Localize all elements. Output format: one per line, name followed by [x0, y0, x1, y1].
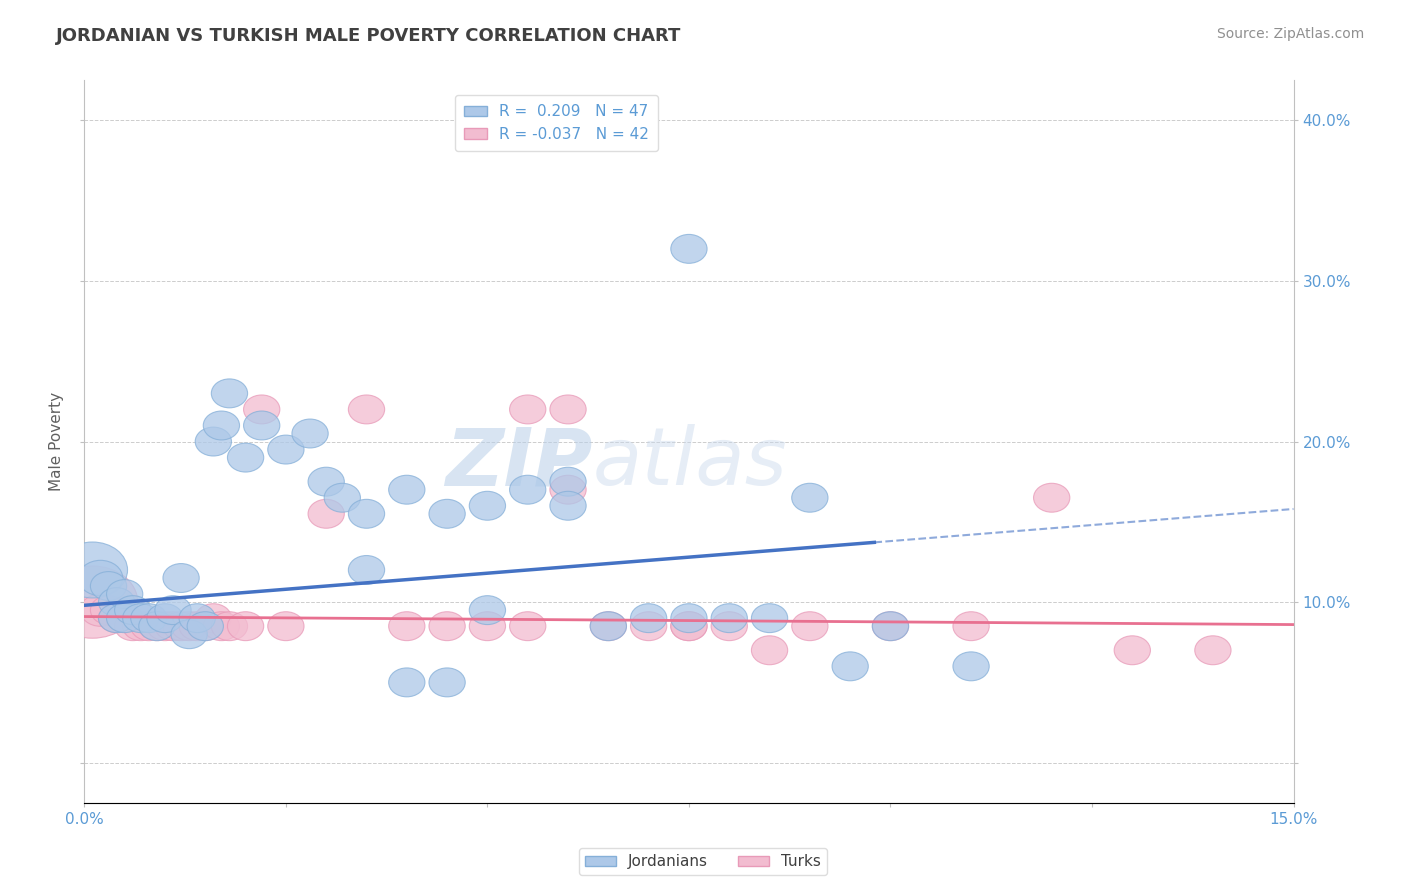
Ellipse shape	[139, 612, 176, 640]
Ellipse shape	[211, 379, 247, 408]
Ellipse shape	[429, 612, 465, 640]
Ellipse shape	[46, 566, 138, 639]
Ellipse shape	[146, 604, 183, 632]
Ellipse shape	[388, 475, 425, 504]
Ellipse shape	[195, 604, 232, 632]
Ellipse shape	[79, 560, 122, 596]
Ellipse shape	[550, 467, 586, 496]
Ellipse shape	[509, 395, 546, 424]
Ellipse shape	[267, 612, 304, 640]
Ellipse shape	[591, 612, 627, 640]
Ellipse shape	[671, 612, 707, 640]
Ellipse shape	[591, 612, 627, 640]
Ellipse shape	[671, 604, 707, 632]
Ellipse shape	[211, 612, 247, 640]
Ellipse shape	[630, 604, 666, 632]
Ellipse shape	[671, 235, 707, 263]
Ellipse shape	[131, 604, 167, 632]
Ellipse shape	[107, 604, 143, 632]
Ellipse shape	[832, 652, 869, 681]
Ellipse shape	[550, 395, 586, 424]
Ellipse shape	[204, 612, 239, 640]
Ellipse shape	[872, 612, 908, 640]
Y-axis label: Male Poverty: Male Poverty	[49, 392, 65, 491]
Ellipse shape	[58, 542, 128, 598]
Ellipse shape	[187, 612, 224, 640]
Ellipse shape	[195, 427, 232, 456]
Ellipse shape	[98, 604, 135, 632]
Ellipse shape	[388, 612, 425, 640]
Ellipse shape	[872, 612, 908, 640]
Ellipse shape	[228, 612, 264, 640]
Ellipse shape	[953, 652, 990, 681]
Ellipse shape	[509, 612, 546, 640]
Ellipse shape	[953, 612, 990, 640]
Ellipse shape	[155, 612, 191, 640]
Text: atlas: atlas	[592, 425, 787, 502]
Ellipse shape	[429, 500, 465, 528]
Ellipse shape	[243, 411, 280, 440]
Ellipse shape	[90, 596, 127, 624]
Ellipse shape	[1033, 483, 1070, 512]
Ellipse shape	[187, 612, 224, 640]
Ellipse shape	[172, 620, 207, 648]
Ellipse shape	[98, 604, 135, 632]
Ellipse shape	[325, 483, 360, 512]
Ellipse shape	[179, 612, 215, 640]
Ellipse shape	[550, 491, 586, 520]
Ellipse shape	[267, 435, 304, 464]
Ellipse shape	[630, 612, 666, 640]
Ellipse shape	[470, 596, 506, 624]
Ellipse shape	[550, 475, 586, 504]
Ellipse shape	[98, 588, 135, 616]
Ellipse shape	[308, 467, 344, 496]
Ellipse shape	[349, 395, 385, 424]
Ellipse shape	[711, 604, 748, 632]
Ellipse shape	[90, 572, 127, 600]
Ellipse shape	[115, 596, 150, 624]
Ellipse shape	[107, 604, 143, 632]
Ellipse shape	[292, 419, 328, 448]
Ellipse shape	[163, 564, 200, 592]
Ellipse shape	[509, 475, 546, 504]
Ellipse shape	[228, 443, 264, 472]
Ellipse shape	[792, 483, 828, 512]
Ellipse shape	[1114, 636, 1150, 665]
Ellipse shape	[107, 580, 143, 608]
Legend: Jordanians, Turks: Jordanians, Turks	[579, 848, 827, 875]
Ellipse shape	[470, 491, 506, 520]
Ellipse shape	[122, 612, 159, 640]
Ellipse shape	[115, 612, 150, 640]
Text: JORDANIAN VS TURKISH MALE POVERTY CORRELATION CHART: JORDANIAN VS TURKISH MALE POVERTY CORREL…	[56, 27, 682, 45]
Ellipse shape	[751, 636, 787, 665]
Ellipse shape	[80, 594, 121, 626]
Ellipse shape	[470, 612, 506, 640]
Ellipse shape	[429, 668, 465, 697]
Ellipse shape	[349, 556, 385, 584]
Ellipse shape	[671, 612, 707, 640]
Ellipse shape	[155, 596, 191, 624]
Text: ZIP: ZIP	[444, 425, 592, 502]
Ellipse shape	[131, 612, 167, 640]
Ellipse shape	[146, 612, 183, 640]
Ellipse shape	[243, 395, 280, 424]
Ellipse shape	[711, 612, 748, 640]
Ellipse shape	[139, 612, 176, 640]
Ellipse shape	[388, 668, 425, 697]
Ellipse shape	[308, 500, 344, 528]
Ellipse shape	[792, 612, 828, 640]
Text: Source: ZipAtlas.com: Source: ZipAtlas.com	[1216, 27, 1364, 41]
Ellipse shape	[179, 604, 215, 632]
Ellipse shape	[163, 612, 200, 640]
Ellipse shape	[204, 411, 239, 440]
Ellipse shape	[172, 612, 207, 640]
Ellipse shape	[1195, 636, 1232, 665]
Legend: R =  0.209   N = 47, R = -0.037   N = 42: R = 0.209 N = 47, R = -0.037 N = 42	[454, 95, 658, 151]
Ellipse shape	[349, 500, 385, 528]
Ellipse shape	[122, 604, 159, 632]
Ellipse shape	[751, 604, 787, 632]
